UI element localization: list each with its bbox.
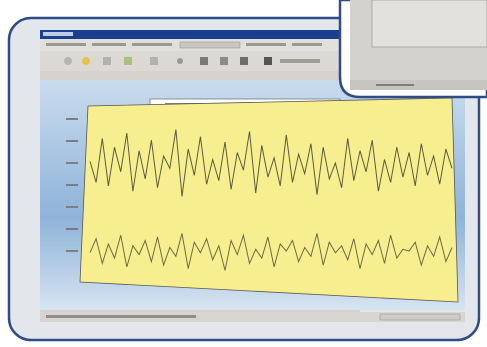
inset-status <box>350 80 487 90</box>
plot-area <box>80 98 458 302</box>
inset-status-text <box>376 84 414 86</box>
status-panel <box>380 314 460 320</box>
inset-box <box>372 0 487 47</box>
title-bar <box>40 30 360 39</box>
screenshot <box>0 0 487 347</box>
inset <box>340 0 487 97</box>
page: {"chart_data": {"type": "line", "ylim": … <box>0 0 487 347</box>
status-text <box>46 315 196 318</box>
title-text <box>43 32 73 36</box>
